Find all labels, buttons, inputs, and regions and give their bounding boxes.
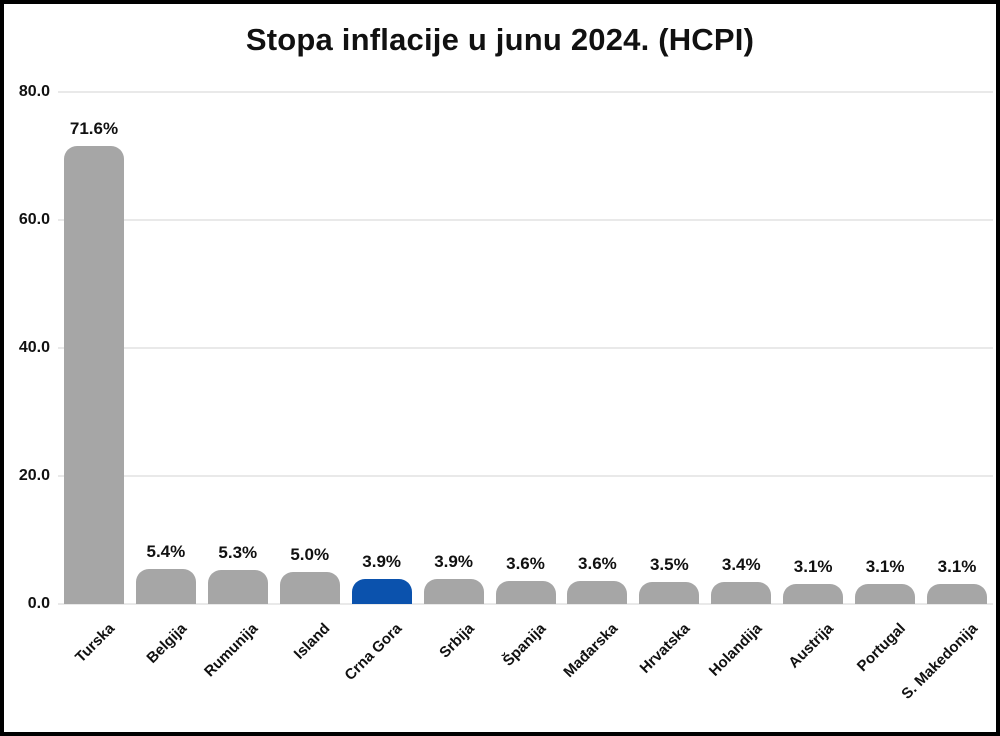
- x-axis-tick-label: Turska: [71, 620, 118, 667]
- gridline-y-60.0: [58, 219, 993, 221]
- x-axis-tick-label: Hrvatska: [636, 620, 694, 677]
- bar-value-label: 5.0%: [290, 545, 330, 564]
- bar-value-label: 3.5%: [649, 554, 689, 574]
- bar-turska: [63, 145, 124, 604]
- bar-value-label: 3.6%: [578, 553, 617, 573]
- y-axis-tick-label: 80.0: [18, 83, 50, 100]
- x-axis-tick-label: Holandija: [705, 620, 766, 680]
- y-axis-tick-label: 40.0: [18, 339, 50, 356]
- x-axis-tick-label: Island: [291, 620, 334, 663]
- gridline-y-0.0: [58, 603, 993, 605]
- bar-island: [279, 572, 340, 604]
- bar-value-label: 5.4%: [146, 542, 186, 562]
- y-axis-tick-label: 60.0: [18, 211, 50, 228]
- gridline-y-80.0: [58, 91, 993, 93]
- bar-crna-gora: [351, 579, 412, 604]
- x-axis-tick-label: Mađarska: [560, 620, 622, 681]
- bar-value-label: 3.1%: [793, 557, 833, 577]
- bar-s-makedonija: [927, 584, 988, 604]
- x-axis-tick-label: Belgija: [143, 620, 190, 667]
- bar-austrija: [783, 584, 844, 604]
- bar-value-label: 3.1%: [865, 557, 905, 577]
- bar-belgija: [135, 569, 196, 604]
- gridline-y-20.0: [58, 475, 993, 477]
- bar-value-label: 5.3%: [218, 543, 258, 563]
- x-axis-tick-label: Španija: [499, 620, 550, 670]
- chart-title: Stopa inflacije u junu 2024. (HCPI): [245, 22, 755, 57]
- x-axis-tick-label: Crna Gora: [341, 620, 406, 684]
- x-axis-tick-label: Portugal: [854, 620, 910, 676]
- bar--panija: [495, 580, 556, 604]
- bar-value-label: 3.6%: [506, 553, 545, 573]
- bar-value-label: 3.9%: [362, 552, 402, 572]
- bar-holandija: [711, 582, 772, 604]
- bar-value-label: 3.1%: [937, 557, 977, 577]
- x-axis-tick-label: Rumunija: [201, 620, 262, 681]
- x-axis-tick-label: Srbija: [436, 620, 478, 662]
- bar-value-label: 3.9%: [434, 552, 473, 572]
- bar-srbija: [423, 579, 484, 604]
- bar-rumunija: [207, 570, 268, 604]
- plot-area: 71.6% 5.4% 5.3% 5.0% 3.9% 3.9% 3.6% 3.6% 3.5% 3.4…: [58, 91, 993, 605]
- bar-value-label: 3.4%: [721, 555, 761, 575]
- bar-ma-arska: [567, 580, 628, 604]
- x-axis-tick-label: S. Makedonija: [898, 620, 982, 703]
- y-axis-tick-label: 0.0: [27, 595, 50, 612]
- y-axis-tick-label: 20.0: [18, 467, 50, 484]
- gridline-y-40.0: [58, 347, 993, 349]
- bar-hrvatska: [639, 581, 700, 604]
- x-axis-tick-label: Austrija: [785, 620, 838, 672]
- bar-value-label: 71.6%: [69, 118, 119, 138]
- bar-portugal: [855, 584, 916, 604]
